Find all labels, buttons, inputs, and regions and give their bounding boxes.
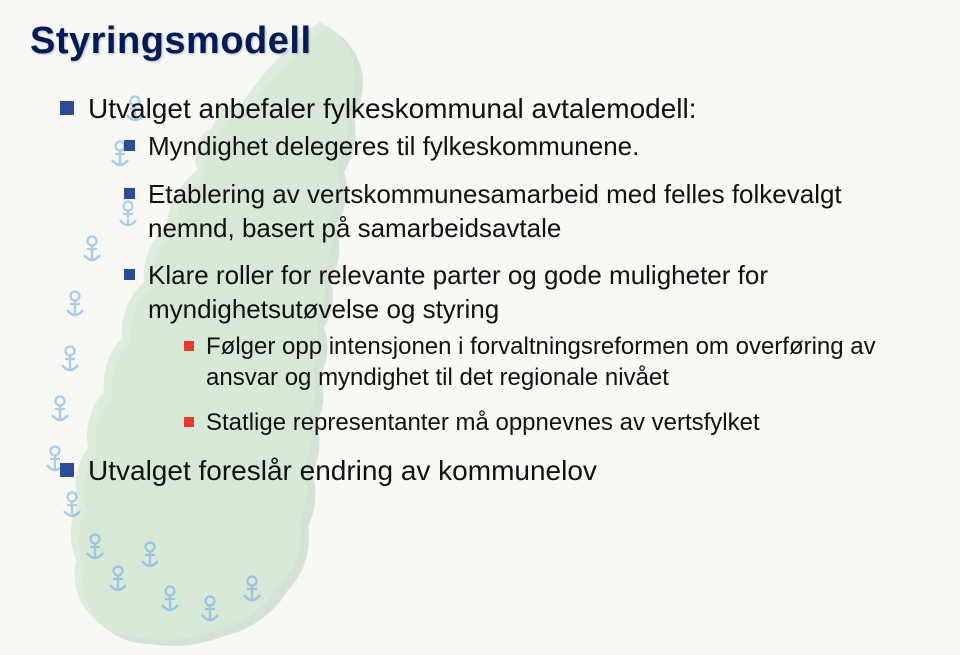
lvl3-item: Følger opp intensjonen i forvaltningsref… — [184, 331, 912, 393]
bullet-list-lvl1: Utvalget anbefaler fylkeskommunal avtale… — [60, 91, 912, 488]
lvl2-item: Klare roller for relevante parter og god… — [124, 259, 912, 438]
lvl1-text: Utvalget foreslår endring av kommunelov — [88, 455, 597, 486]
lvl3-text: Følger opp intensjonen i forvaltningsref… — [206, 333, 876, 391]
lvl2-text: Klare roller for relevante parter og god… — [148, 260, 768, 324]
lvl2-text: Etablering av vertskommunesamarbeid med … — [148, 179, 842, 243]
lvl1-item: Utvalget foreslår endring av kommunelov — [60, 453, 912, 488]
slide-title: Styringsmodell — [30, 20, 912, 63]
lvl1-text: Utvalget anbefaler fylkeskommunal avtale… — [88, 93, 697, 124]
bullet-list-lvl2: Myndighet delegeres til fylkeskommunene.… — [124, 130, 912, 439]
lvl2-text: Myndighet delegeres til fylkeskommunene. — [148, 131, 639, 161]
lvl2-item: Etablering av vertskommunesamarbeid med … — [124, 178, 912, 246]
lvl2-item: Myndighet delegeres til fylkeskommunene. — [124, 130, 912, 164]
bullet-list-lvl3: Følger opp intensjonen i forvaltningsref… — [184, 331, 912, 439]
lvl3-text: Statlige representanter må oppnevnes av … — [206, 409, 760, 436]
lvl1-item: Utvalget anbefaler fylkeskommunal avtale… — [60, 91, 912, 439]
lvl3-item: Statlige representanter må oppnevnes av … — [184, 407, 912, 438]
